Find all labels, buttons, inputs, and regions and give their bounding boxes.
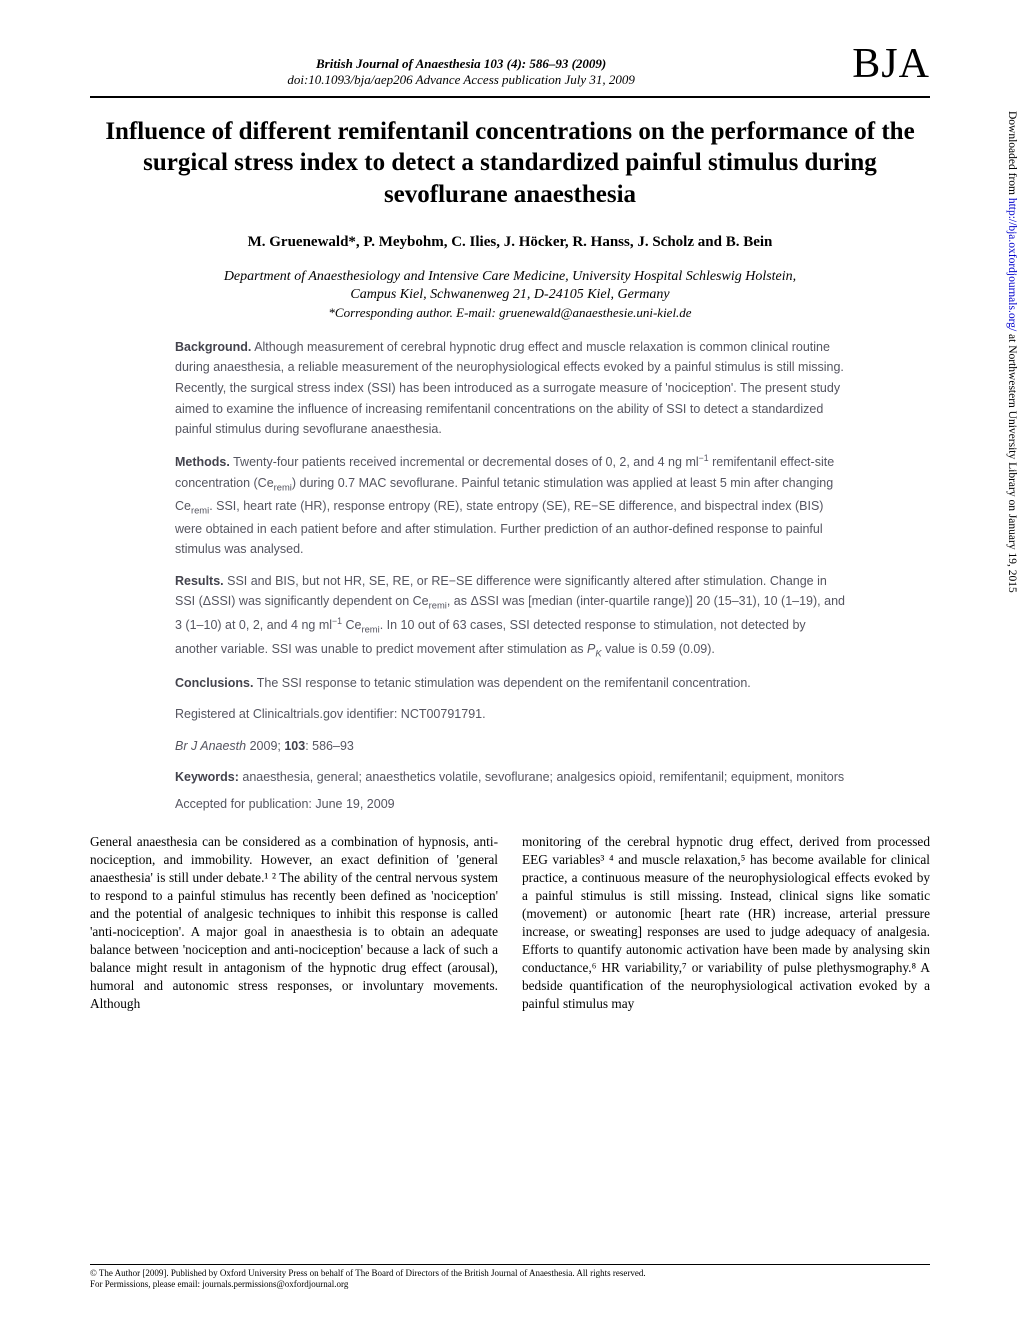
side-prefix: Downloaded from: [1006, 111, 1018, 198]
article-header: British Journal of Anaesthesia 103 (4): …: [90, 40, 930, 98]
methods-text-1: Twenty-four patients received incrementa…: [230, 455, 699, 469]
citation-journal: Br J Anaesth: [175, 739, 246, 753]
affiliation-line-2: Campus Kiel, Schwanenweg 21, D-24105 Kie…: [90, 287, 930, 303]
methods-lead: Methods.: [175, 455, 230, 469]
methods-text-4: . SSI, heart rate (HR), response entropy…: [175, 499, 823, 557]
keywords-block: Keywords: anaesthesia, general; anaesthe…: [175, 767, 845, 787]
abstract-results: Results. SSI and BIS, but not HR, SE, RE…: [175, 571, 845, 662]
citation-line: Br J Anaesth 2009; 103: 586–93: [175, 736, 845, 757]
background-lead: Background.: [175, 340, 251, 354]
body-col-2: monitoring of the cerebral hypnotic drug…: [522, 833, 930, 1012]
methods-sup-1: −1: [699, 453, 709, 463]
body-col-1: General anaesthesia can be considered as…: [90, 833, 498, 1012]
download-note: Downloaded from http://bja.oxfordjournal…: [1006, 111, 1018, 593]
results-sup-1: −1: [332, 616, 342, 626]
permissions-line: For Permissions, please email: journals.…: [90, 1279, 930, 1290]
page-footer: © The Author [2009]. Published by Oxford…: [90, 1264, 930, 1290]
accepted-line: Accepted for publication: June 19, 2009: [175, 797, 845, 811]
methods-sub-1: remi: [274, 482, 292, 492]
results-lead: Results.: [175, 574, 224, 588]
body-columns: General anaesthesia can be considered as…: [90, 833, 930, 1012]
results-text-3: Ce: [342, 619, 361, 633]
methods-sub-2: remi: [191, 505, 209, 515]
copyright-line: © The Author [2009]. Published by Oxford…: [90, 1268, 930, 1279]
keywords-lead: Keywords:: [175, 770, 239, 784]
doi-line: doi:10.1093/bja/aep206 Advance Access pu…: [90, 72, 832, 88]
side-suffix: at Northwestern University Library on Ja…: [1006, 331, 1018, 593]
keywords-text: anaesthesia, general; anaesthetics volat…: [239, 770, 844, 784]
abstract-background: Background. Although measurement of cere…: [175, 337, 845, 440]
affiliation-line-1: Department of Anaesthesiology and Intens…: [90, 269, 930, 285]
side-link[interactable]: http://bja.oxfordjournals.org/: [1006, 198, 1018, 331]
abstract-conclusions: Conclusions. The SSI response to tetanic…: [175, 673, 845, 694]
conclusions-lead: Conclusions.: [175, 676, 253, 690]
registration-line: Registered at Clinicaltrials.gov identif…: [175, 704, 845, 725]
abstract-methods: Methods. Twenty-four patients received i…: [175, 451, 845, 560]
background-text: Although measurement of cerebral hypnoti…: [175, 340, 844, 437]
journal-info: British Journal of Anaesthesia 103 (4): …: [90, 56, 832, 88]
citation-vol: 103: [284, 739, 305, 753]
results-sub-1: remi: [429, 601, 447, 611]
journal-logo: BJA: [832, 40, 930, 88]
conclusions-text: The SSI response to tetanic stimulation …: [253, 676, 750, 690]
results-pk: PK: [587, 642, 602, 656]
article-title: Influence of different remifentanil conc…: [90, 116, 930, 210]
journal-ref: British Journal of Anaesthesia 103 (4): …: [90, 56, 832, 72]
results-sub-2: remi: [361, 625, 379, 635]
abstract-block: Background. Although measurement of cere…: [175, 337, 845, 757]
authors-list: M. Gruenewald*, P. Meybohm, C. Ilies, J.…: [90, 234, 930, 251]
results-text-5: value is 0.59 (0.09).: [602, 642, 715, 656]
corresponding-author: *Corresponding author. E-mail: gruenewal…: [90, 305, 930, 321]
